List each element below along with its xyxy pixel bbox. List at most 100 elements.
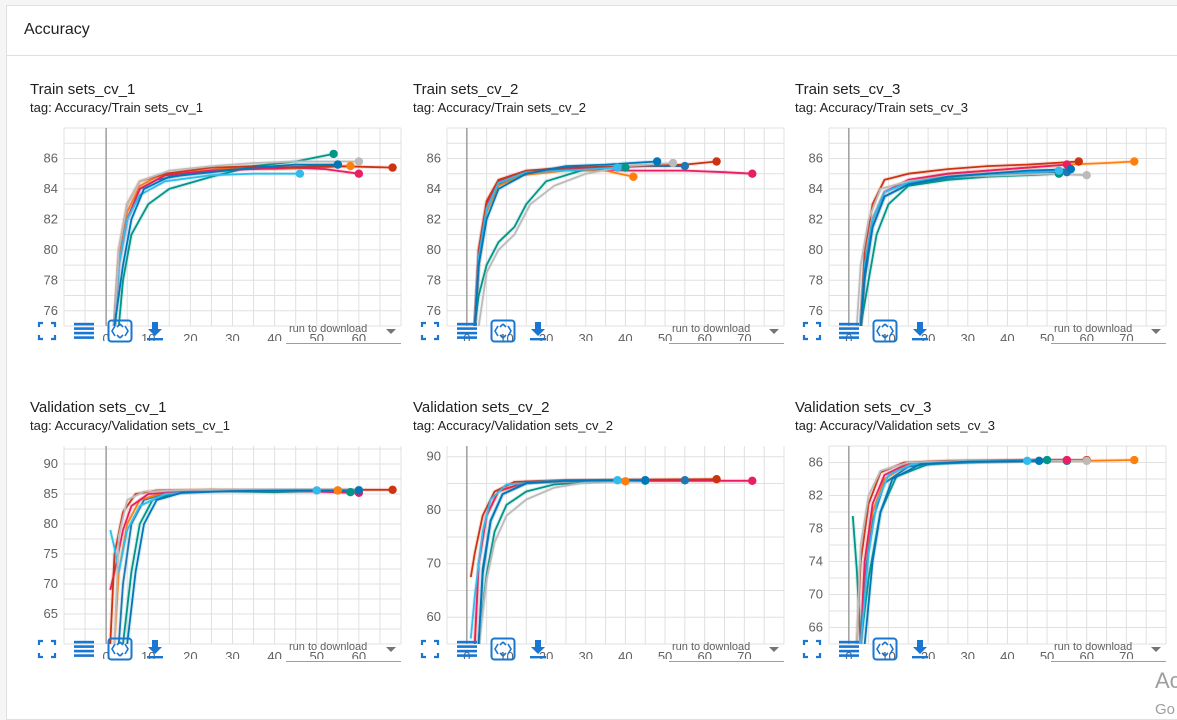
fit-domain-button[interactable] (489, 318, 517, 344)
series-end-point[interactable] (621, 163, 630, 172)
fullscreen-button[interactable] (34, 636, 60, 662)
series-end-point[interactable] (329, 149, 338, 159)
series-line[interactable] (859, 160, 1079, 327)
list-lines-icon (839, 322, 859, 339)
series-line[interactable] (113, 172, 300, 326)
series-end-point[interactable] (629, 172, 638, 181)
download-button[interactable] (142, 318, 168, 344)
series-line[interactable] (863, 459, 1040, 644)
series-line[interactable] (473, 160, 658, 327)
series-line[interactable] (126, 489, 359, 644)
x-tick-label: 30 (961, 331, 975, 341)
series-end-point[interactable] (354, 486, 364, 495)
series-end-point[interactable] (1054, 166, 1064, 175)
line-chart[interactable]: 60 70 80 90 0 10 20 30 40 50 60 70 (413, 444, 789, 659)
series-end-point[interactable] (748, 169, 757, 178)
series-line[interactable] (113, 166, 360, 326)
series-line[interactable] (859, 168, 1071, 326)
series-line[interactable] (859, 459, 1028, 644)
fit-domain-button[interactable] (871, 318, 899, 344)
series-end-point[interactable] (346, 488, 355, 497)
series-end-point[interactable] (1023, 456, 1032, 466)
series-end-point[interactable] (1074, 157, 1083, 166)
series-line[interactable] (477, 479, 646, 644)
series-end-point[interactable] (1082, 456, 1091, 466)
series-end-point[interactable] (668, 158, 678, 168)
series-end-point[interactable] (1062, 455, 1072, 465)
series-line[interactable] (109, 488, 393, 644)
series-end-point[interactable] (613, 476, 622, 485)
fit-domain-button[interactable] (106, 318, 134, 344)
series-end-point[interactable] (1130, 455, 1139, 465)
log-scale-button[interactable] (836, 636, 862, 662)
fullscreen-button[interactable] (799, 636, 825, 662)
run-download-select[interactable]: run to download (669, 636, 784, 662)
series-end-point[interactable] (748, 476, 757, 485)
download-button[interactable] (907, 636, 933, 662)
series-line[interactable] (113, 163, 338, 326)
download-button[interactable] (525, 318, 551, 344)
series-end-point[interactable] (641, 476, 650, 485)
log-scale-button[interactable] (454, 318, 480, 344)
series-line[interactable] (113, 160, 359, 327)
series-end-point[interactable] (346, 161, 355, 171)
run-download-select[interactable]: run to download (286, 636, 401, 662)
run-download-select[interactable]: run to download (1051, 318, 1166, 344)
series-end-point[interactable] (388, 163, 397, 172)
fullscreen-button[interactable] (417, 636, 443, 662)
fit-domain-button[interactable] (106, 636, 134, 662)
series-end-point[interactable] (652, 157, 662, 166)
series-line[interactable] (859, 171, 1067, 326)
fullscreen-button[interactable] (799, 318, 825, 344)
series-line[interactable] (477, 162, 674, 326)
line-chart[interactable]: 65 70 75 80 85 90 0 10 20 30 40 50 60 (30, 444, 406, 659)
series-end-point[interactable] (333, 486, 343, 495)
download-button[interactable] (525, 636, 551, 662)
log-scale-button[interactable] (71, 318, 97, 344)
series-end-point[interactable] (312, 486, 321, 495)
series-line[interactable] (473, 160, 717, 327)
series-end-point[interactable] (712, 157, 721, 166)
log-scale-button[interactable] (836, 318, 862, 344)
download-button[interactable] (907, 318, 933, 344)
series-line[interactable] (855, 172, 1087, 326)
series-end-point[interactable] (295, 169, 305, 178)
series-end-point[interactable] (613, 163, 622, 172)
series-end-point[interactable] (354, 157, 364, 166)
series-end-point[interactable] (680, 161, 690, 171)
log-scale-button[interactable] (454, 636, 480, 662)
fit-domain-button[interactable] (489, 636, 517, 662)
series-end-point[interactable] (712, 474, 721, 484)
series-line[interactable] (117, 153, 334, 326)
series-end-point[interactable] (354, 169, 364, 178)
series-end-point[interactable] (1082, 171, 1091, 180)
series-line[interactable] (473, 166, 626, 326)
series-end-point[interactable] (621, 477, 630, 486)
line-chart[interactable]: 76 78 80 82 84 86 0 10 20 30 40 50 60 70 (795, 126, 1171, 341)
fullscreen-button[interactable] (417, 318, 443, 344)
series-line[interactable] (859, 169, 1060, 326)
series-end-point[interactable] (680, 476, 690, 485)
fit-domain-button[interactable] (871, 636, 899, 662)
fullscreen-button[interactable] (34, 318, 60, 344)
run-download-select[interactable]: run to download (286, 318, 401, 344)
series-end-point[interactable] (1034, 456, 1044, 466)
download-button[interactable] (142, 636, 168, 662)
run-download-select[interactable]: run to download (669, 318, 784, 344)
line-chart[interactable]: 76 78 80 82 84 86 0 10 20 30 40 50 60 (30, 126, 406, 341)
series-line[interactable] (477, 479, 646, 644)
series-end-point[interactable] (1130, 157, 1139, 166)
series-line[interactable] (859, 459, 1135, 644)
series-line[interactable] (473, 166, 753, 326)
panel-header[interactable]: Accuracy (7, 6, 1177, 56)
series-line[interactable] (477, 479, 646, 644)
line-chart[interactable]: 66 70 74 78 82 86 0 10 20 30 40 50 60 70 (795, 444, 1171, 659)
line-chart[interactable]: 76 78 80 82 84 86 0 10 20 30 40 50 60 70 (413, 126, 789, 341)
log-scale-button[interactable] (71, 636, 97, 662)
series-end-point[interactable] (1042, 455, 1052, 465)
series-line[interactable] (473, 166, 618, 326)
series-end-point[interactable] (388, 485, 397, 494)
series-end-point[interactable] (1066, 164, 1076, 174)
series-end-point[interactable] (333, 160, 343, 169)
run-download-select[interactable]: run to download (1051, 636, 1166, 662)
